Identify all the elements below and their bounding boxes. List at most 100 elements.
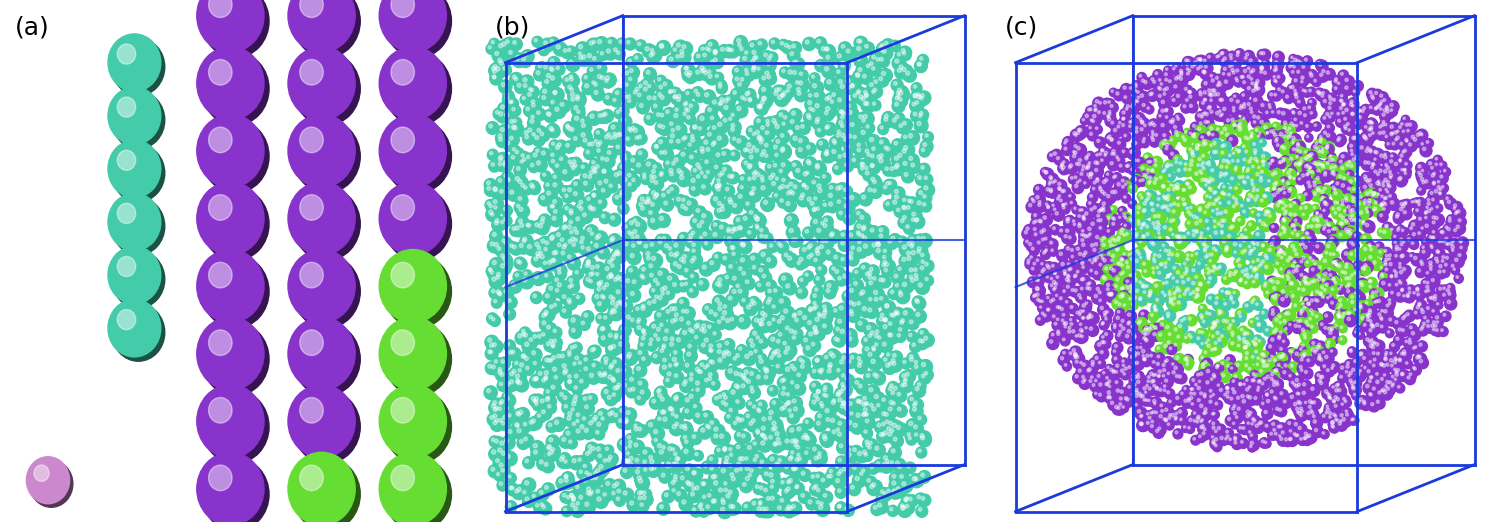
Circle shape [628,124,640,136]
Circle shape [1178,293,1185,302]
Circle shape [1262,103,1264,106]
Circle shape [1370,385,1382,396]
Circle shape [1254,158,1263,167]
Circle shape [1198,418,1206,427]
Circle shape [1338,219,1350,231]
Circle shape [864,323,877,337]
Circle shape [898,292,903,296]
Circle shape [885,363,890,367]
Circle shape [615,169,628,182]
Circle shape [1113,326,1116,328]
Circle shape [609,213,621,226]
Circle shape [825,67,828,71]
Circle shape [698,167,702,170]
Circle shape [674,478,676,482]
Circle shape [592,262,606,275]
Circle shape [638,341,648,351]
Circle shape [1029,279,1032,282]
Circle shape [1390,125,1394,128]
Circle shape [1380,203,1383,206]
Circle shape [1124,134,1126,137]
Circle shape [1239,315,1242,317]
Circle shape [824,309,827,312]
Circle shape [1196,147,1198,150]
Circle shape [750,191,754,195]
Circle shape [1058,305,1070,316]
Circle shape [789,228,794,233]
Circle shape [1278,363,1280,366]
Circle shape [1276,75,1280,78]
Circle shape [756,266,768,278]
Circle shape [759,504,771,518]
Circle shape [789,463,802,477]
Circle shape [716,355,729,369]
Circle shape [1098,304,1110,316]
Circle shape [594,279,606,291]
Circle shape [602,456,612,468]
Circle shape [627,436,630,439]
Circle shape [1366,317,1377,327]
Circle shape [1432,172,1436,175]
Circle shape [1282,371,1286,374]
Circle shape [1148,90,1158,101]
Circle shape [1161,291,1172,302]
Circle shape [839,230,850,242]
Circle shape [853,396,867,410]
Circle shape [870,88,880,99]
Circle shape [525,125,538,139]
Circle shape [1178,239,1185,247]
Circle shape [586,168,600,182]
Circle shape [846,215,849,218]
Circle shape [1402,352,1406,355]
Circle shape [909,497,912,501]
Circle shape [1215,296,1218,299]
Circle shape [1298,308,1306,317]
Circle shape [543,261,546,265]
Circle shape [1347,317,1350,321]
Circle shape [1388,331,1389,333]
Circle shape [1202,96,1210,106]
Circle shape [1080,215,1090,227]
Circle shape [1107,288,1108,291]
Circle shape [1089,108,1092,111]
Circle shape [792,238,795,241]
Circle shape [1132,393,1143,402]
Circle shape [1096,359,1106,369]
Circle shape [1347,162,1359,173]
Circle shape [1275,181,1278,184]
Circle shape [1078,310,1082,313]
Circle shape [1042,268,1046,271]
Circle shape [1071,218,1080,227]
Circle shape [1182,203,1185,206]
Circle shape [1230,177,1233,180]
Circle shape [1068,317,1076,325]
Circle shape [1132,179,1136,182]
Circle shape [1317,169,1320,172]
Circle shape [500,413,513,426]
Circle shape [748,296,759,308]
Circle shape [1214,348,1216,350]
Circle shape [705,68,717,79]
Circle shape [771,40,774,43]
Circle shape [1200,99,1209,110]
Circle shape [616,299,630,313]
Circle shape [1064,272,1066,275]
Circle shape [1328,268,1330,271]
Circle shape [906,419,920,433]
Circle shape [548,453,550,456]
Circle shape [1094,233,1104,244]
Circle shape [1206,161,1215,171]
Circle shape [1316,212,1318,215]
Circle shape [864,150,876,162]
Circle shape [682,330,687,335]
Circle shape [562,402,573,414]
Circle shape [540,255,544,259]
Circle shape [1320,382,1323,385]
Circle shape [510,73,522,86]
Circle shape [777,241,789,254]
Circle shape [1119,324,1131,336]
Circle shape [1185,70,1194,80]
Circle shape [506,48,519,61]
Circle shape [1192,273,1203,284]
Circle shape [1386,363,1389,366]
